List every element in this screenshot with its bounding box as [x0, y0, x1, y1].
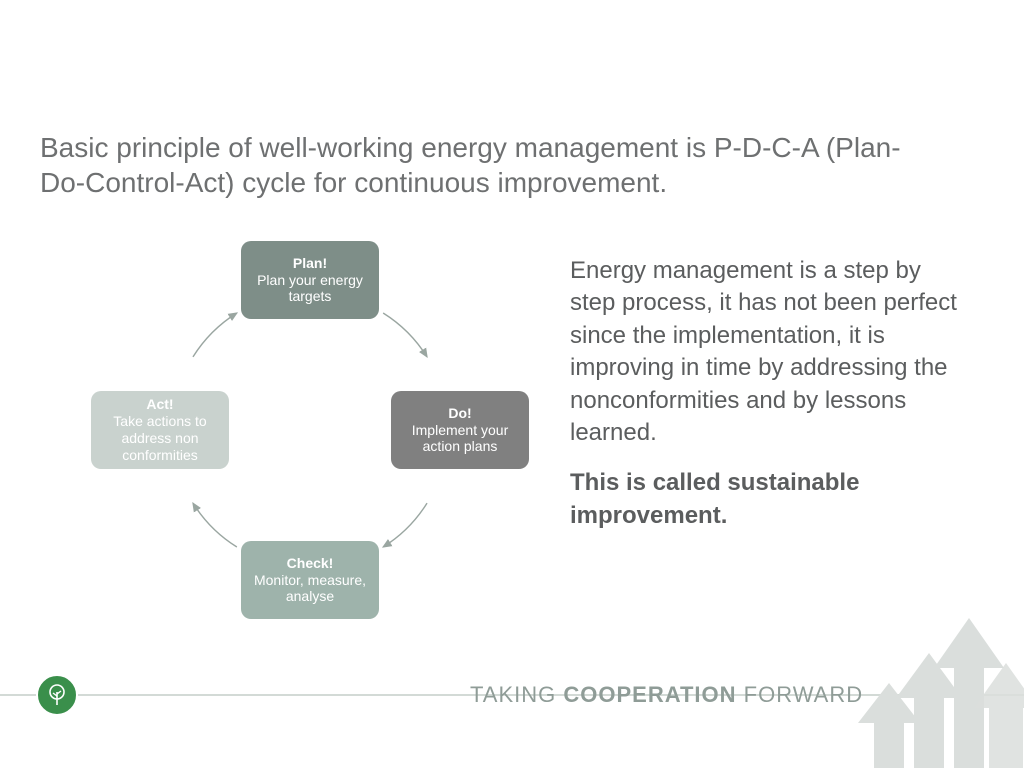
cycle-arrow: [193, 313, 237, 357]
tree-icon: [44, 682, 70, 708]
body-text: Energy management is a step by step proc…: [570, 255, 970, 532]
body-para-1: Energy management is a step by step proc…: [570, 255, 970, 449]
cycle-node-check: Check!Monitor, measure, analyse: [241, 541, 379, 619]
cycle-node-sub: Monitor, measure, analyse: [247, 572, 373, 606]
cycle-arrow: [193, 503, 237, 547]
slide: Basic principle of well-working energy m…: [0, 0, 1024, 768]
cycle-node-title: Act!: [146, 396, 173, 413]
decorative-arrows-icon: [804, 548, 1024, 768]
cycle-arrow: [383, 503, 427, 547]
cycle-node-sub: Take actions to address non conformities: [97, 413, 223, 463]
logo-badge: [36, 674, 78, 716]
tagline-pre: TAKING: [470, 682, 563, 707]
cycle-arrow: [383, 313, 427, 357]
cycle-node-title: Plan!: [293, 255, 327, 272]
cycle-node-sub: Implement your action plans: [397, 422, 523, 456]
cycle-node-sub: Plan your energy targets: [247, 272, 373, 306]
tagline-strong: COOPERATION: [563, 682, 736, 707]
pdca-cycle: Plan!Plan your energy targets Do!Implemen…: [100, 220, 520, 640]
cycle-node-title: Check!: [287, 555, 334, 572]
cycle-node-do: Do!Implement your action plans: [391, 391, 529, 469]
cycle-node-title: Do!: [448, 405, 471, 422]
headline-text: Basic principle of well-working energy m…: [40, 130, 940, 200]
cycle-node-plan: Plan!Plan your energy targets: [241, 241, 379, 319]
cycle-node-act: Act!Take actions to address non conformi…: [91, 391, 229, 469]
body-para-2: This is called sustainable improvement.: [570, 467, 970, 532]
